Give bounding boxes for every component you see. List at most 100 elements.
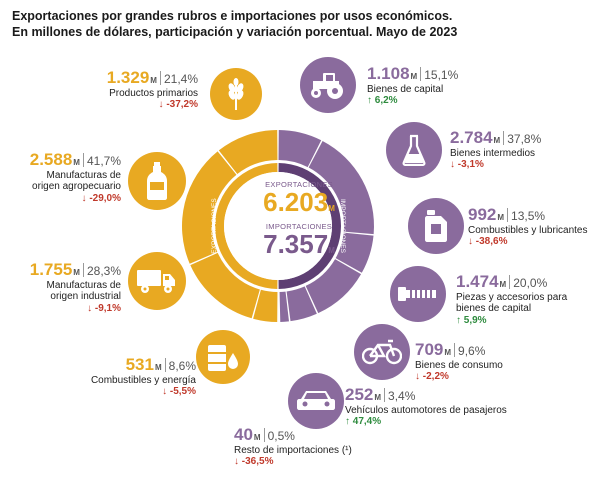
cat-share: 21,4% [163, 72, 198, 86]
cat-change: ↓ -29,0% [30, 193, 121, 205]
cat-moi: 1.755M 28,3% Manufacturas de origen indus… [30, 260, 121, 314]
cat-value: 1.474 [456, 272, 499, 291]
exports-total-value: 6.203 [263, 187, 329, 217]
cat-share: 15,1% [424, 68, 459, 82]
divider [263, 428, 265, 442]
cat-change-value: -36,5% [241, 456, 274, 468]
cat-share: 37,8% [507, 132, 542, 146]
cat-change-value: -37,2% [166, 99, 198, 111]
cat-share: 0,5% [267, 429, 295, 443]
cat-change-value: -2,2% [422, 371, 449, 383]
cat-unit: M [499, 280, 507, 289]
divider [509, 275, 511, 289]
cat-bienes-intermedios: 2.784M 37,8% Bienes intermedios ↓ -3,1% [450, 128, 541, 171]
cat-share: 9,6% [458, 344, 486, 358]
cat-bienes-capital: 1.108M 15,1% Bienes de capital ↑ 6,2% [367, 64, 458, 107]
cat-label-1: Manufacturas de [46, 169, 122, 181]
divider [503, 131, 505, 145]
cat-change: ↓ -9,1% [30, 303, 121, 315]
exports-ring [182, 130, 278, 322]
title-line-2: En millones de dólares, participación y … [12, 25, 458, 39]
up-arrow-icon: ↑ [456, 314, 461, 326]
down-arrow-icon: ↓ [158, 99, 164, 111]
down-arrow-icon: ↓ [162, 386, 168, 398]
cat-change: ↓ -2,2% [415, 371, 503, 383]
inner-imports-arc [278, 163, 342, 289]
cat-value: 1.108 [367, 64, 410, 83]
imports-segment-0 [278, 130, 322, 168]
exports-segment-1 [190, 252, 260, 319]
cat-value: 531 [125, 355, 154, 374]
cat-combustibles-energia: 531M 8,6% Combustibles y energía ↓ -5,5% [91, 355, 196, 398]
divider [507, 208, 509, 222]
bolt-icon [390, 266, 446, 322]
oil-drop-icon [196, 330, 250, 384]
cat-unit: M [374, 393, 382, 402]
divider [420, 67, 422, 81]
cat-unit: M [410, 72, 418, 81]
divider [159, 71, 161, 85]
cat-label: Bienes de consumo [415, 359, 503, 371]
up-arrow-icon: ↑ [367, 95, 372, 107]
cat-moa: 2.588M 41,7% Manufacturas de origen agrop… [30, 150, 121, 204]
cat-change: ↓ -38,6% [468, 236, 588, 248]
center-totals: EXPORTACIONES 6.203M IMPORTACIONES 7.357… [234, 180, 364, 264]
cat-label-2: origen agropecuario [32, 181, 121, 193]
cat-change: ↓ -5,5% [91, 386, 196, 398]
donut-hole [224, 172, 332, 280]
tractor-icon [300, 57, 356, 113]
cat-change-value: 6,2% [374, 95, 398, 107]
exports-total-label: EXPORTACIONES [265, 180, 333, 189]
imports-total-value: 7.357 [263, 229, 329, 259]
cat-label: Bienes de capital [367, 83, 444, 95]
chart-title: Exportaciones por grandes rubros e impor… [12, 8, 602, 40]
cat-productos-primarios: 1.329M 21,4% Productos primarios ↓ -37,2% [107, 68, 198, 111]
cat-vehiculos: 252M 3,4% Vehículos automotores de pasaje… [345, 385, 507, 428]
cat-resto-importaciones: 40M 0,5% Resto de importaciones (¹) ↓ -36… [234, 425, 352, 468]
cat-unit: M [493, 136, 501, 145]
cat-share: 20,0% [513, 276, 548, 290]
exports-total-unit: M [328, 204, 335, 213]
truck-icon [128, 252, 186, 310]
cat-label: Productos primarios [109, 87, 198, 99]
cat-share: 41,7% [86, 154, 121, 168]
cat-value: 1.755 [29, 260, 73, 279]
car-icon [288, 373, 344, 429]
cat-bienes-consumo: 709M 9,6% Bienes de consumo ↓ -2,2% [415, 340, 503, 383]
cat-change-value: -29,0% [89, 192, 121, 204]
divider [82, 263, 84, 277]
inner-exports-arc [214, 163, 278, 289]
imports-total-unit: M [328, 246, 335, 255]
cat-label: Vehículos automotores de pasajeros [345, 404, 507, 416]
down-arrow-icon: ↓ [81, 192, 87, 204]
cat-label: Bienes intermedios [450, 147, 536, 159]
wheat-icon [210, 68, 262, 120]
down-arrow-icon: ↓ [450, 159, 455, 171]
inner-ring [214, 163, 342, 289]
cat-change: ↓ -3,1% [450, 159, 541, 171]
cat-unit: M [73, 158, 80, 167]
cat-share: 13,5% [511, 209, 546, 223]
cat-piezas-accesorios: 1.474M 20,0% Piezas y accesorios para bie… [456, 272, 567, 326]
cat-value: 709 [415, 340, 444, 359]
cat-change: ↑ 6,2% [367, 95, 458, 107]
title-line-1: Exportaciones por grandes rubros e impor… [12, 9, 453, 23]
jerrycan-icon [408, 198, 464, 254]
down-arrow-icon: ↓ [468, 236, 473, 248]
bottle-icon [128, 152, 186, 210]
cat-value: 2.784 [450, 128, 493, 147]
exports-segment-2 [182, 151, 237, 264]
cat-unit: M [150, 76, 157, 85]
cat-value: 252 [345, 385, 374, 404]
cat-change: ↑ 47,4% [345, 416, 507, 428]
cat-unit: M [444, 348, 452, 357]
imports-segment-4 [286, 286, 317, 322]
cat-change-value: -5,5% [169, 386, 196, 398]
cat-value: 992 [468, 205, 497, 224]
flask-icon [386, 122, 442, 178]
imports-segment-5 [279, 291, 289, 322]
imports-total-label: IMPORTACIONES [265, 222, 333, 231]
cat-share: 8,6% [168, 359, 196, 373]
imports-ring [278, 130, 374, 322]
